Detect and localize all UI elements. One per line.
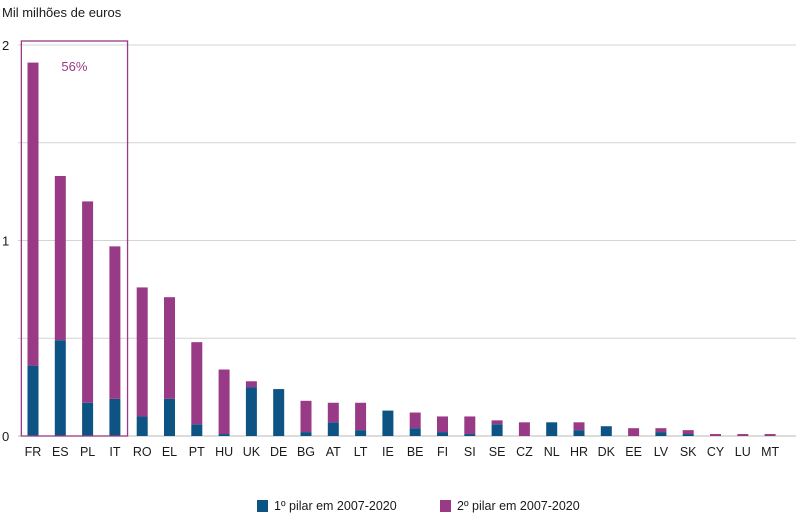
bar-ro-series-1 xyxy=(136,416,148,436)
bar-el-series-1 xyxy=(164,398,175,436)
y-axis-ticks: 0 1 2 xyxy=(2,38,9,444)
bar-lu-series-2 xyxy=(737,434,749,436)
bar-uk-series-1 xyxy=(245,387,257,436)
bar-fi-series-2 xyxy=(437,416,448,433)
x-category-label: FI xyxy=(437,445,448,459)
legend-label-pillar-1: 1º pilar em 2007-2020 xyxy=(274,499,397,513)
x-category-label: AT xyxy=(326,445,341,459)
bar-de-series-1 xyxy=(273,389,285,436)
bar-dk-series-1 xyxy=(600,426,612,436)
x-category-label: BG xyxy=(297,445,315,459)
bar-ro-series-2 xyxy=(136,287,148,417)
y-tick-label: 1 xyxy=(2,234,9,249)
x-category-label: PT xyxy=(189,445,205,459)
bar-si-series-1 xyxy=(464,434,476,436)
x-category-label: IT xyxy=(109,445,120,459)
x-category-label: LU xyxy=(735,445,751,459)
bar-nl-series-1 xyxy=(546,422,558,436)
x-category-label: LV xyxy=(654,445,669,459)
legend: 1º pilar em 2007-2020 2º pilar em 2007-2… xyxy=(257,499,580,513)
bar-pl-series-1 xyxy=(82,402,94,436)
bar-sk-series-2 xyxy=(682,430,694,435)
bar-si-series-2 xyxy=(464,416,476,435)
x-category-label: UK xyxy=(243,445,261,459)
bar-ie-series-1 xyxy=(382,410,394,436)
x-category-label: CZ xyxy=(516,445,533,459)
bar-lv-series-2 xyxy=(655,428,667,433)
bar-es-series-1 xyxy=(54,340,66,436)
bar-uk-series-2 xyxy=(245,381,257,388)
x-category-label: NL xyxy=(544,445,560,459)
bar-cy-series-2 xyxy=(710,434,721,436)
bar-fi-series-1 xyxy=(437,432,448,436)
x-category-label: LT xyxy=(354,445,368,459)
y-axis-label: Mil milhões de euros xyxy=(2,5,122,20)
highlight-percent-label: 56% xyxy=(61,59,87,74)
x-category-label: BE xyxy=(407,445,424,459)
bar-be-series-1 xyxy=(409,428,421,436)
bar-el-series-2 xyxy=(164,297,175,399)
x-category-label: FR xyxy=(25,445,42,459)
x-category-label: RO xyxy=(133,445,152,459)
legend-label-pillar-2: 2º pilar em 2007-2020 xyxy=(457,499,580,513)
x-category-label: SI xyxy=(464,445,476,459)
x-category-label: ES xyxy=(52,445,69,459)
bar-cz-series-2 xyxy=(518,422,530,436)
x-category-label: SE xyxy=(489,445,506,459)
bar-it-series-2 xyxy=(109,246,121,399)
legend-swatch-pillar-1 xyxy=(257,500,268,512)
highlight-box xyxy=(20,40,129,437)
bar-hr-series-1 xyxy=(573,430,585,436)
bars xyxy=(27,62,776,436)
x-axis-categories: FR ES PL IT RO EL PT HU UK DE BG AT LT IE BE FI SI SE CZ NL… xyxy=(25,445,780,459)
bar-hu-series-2 xyxy=(218,369,230,435)
bar-bg-series-2 xyxy=(300,400,312,433)
bar-lt-series-1 xyxy=(355,430,367,436)
bar-es-series-2 xyxy=(54,175,66,341)
bar-se-series-1 xyxy=(491,424,503,436)
y-tick-label: 0 xyxy=(2,429,9,444)
bar-at-series-2 xyxy=(327,402,339,423)
x-category-label: SK xyxy=(680,445,697,459)
x-category-label: HU xyxy=(215,445,233,459)
bar-hu-series-1 xyxy=(218,434,230,436)
bar-ee-series-2 xyxy=(628,428,640,436)
bar-be-series-2 xyxy=(409,412,421,429)
bar-sk-series-1 xyxy=(682,434,694,436)
bar-it-series-1 xyxy=(109,398,121,436)
bar-fr-series-1 xyxy=(27,365,39,436)
bar-pl-series-2 xyxy=(82,201,94,403)
x-category-label: HR xyxy=(570,445,588,459)
gridlines xyxy=(18,44,796,437)
bar-hr-series-2 xyxy=(573,422,585,431)
x-category-label: CY xyxy=(707,445,725,459)
x-category-label: DK xyxy=(598,445,616,459)
x-category-label: EE xyxy=(625,445,642,459)
legend-swatch-pillar-2 xyxy=(440,500,451,512)
x-category-label: DE xyxy=(270,445,287,459)
bar-lt-series-2 xyxy=(355,402,367,431)
bar-pt-series-1 xyxy=(191,424,203,436)
x-category-label: IE xyxy=(382,445,394,459)
bar-pt-series-2 xyxy=(191,342,203,425)
x-category-label: PL xyxy=(80,445,95,459)
bar-mt-series-2 xyxy=(764,434,776,436)
x-category-label: EL xyxy=(162,445,177,459)
highlight-annotation: 56% xyxy=(20,40,129,437)
bar-fr-series-2 xyxy=(27,62,39,366)
bar-lv-series-1 xyxy=(655,432,667,436)
bar-at-series-1 xyxy=(327,422,339,436)
y-tick-label: 2 xyxy=(2,38,9,53)
bar-bg-series-1 xyxy=(300,432,312,436)
x-category-label: MT xyxy=(761,445,779,459)
bar-se-series-2 xyxy=(491,420,503,425)
